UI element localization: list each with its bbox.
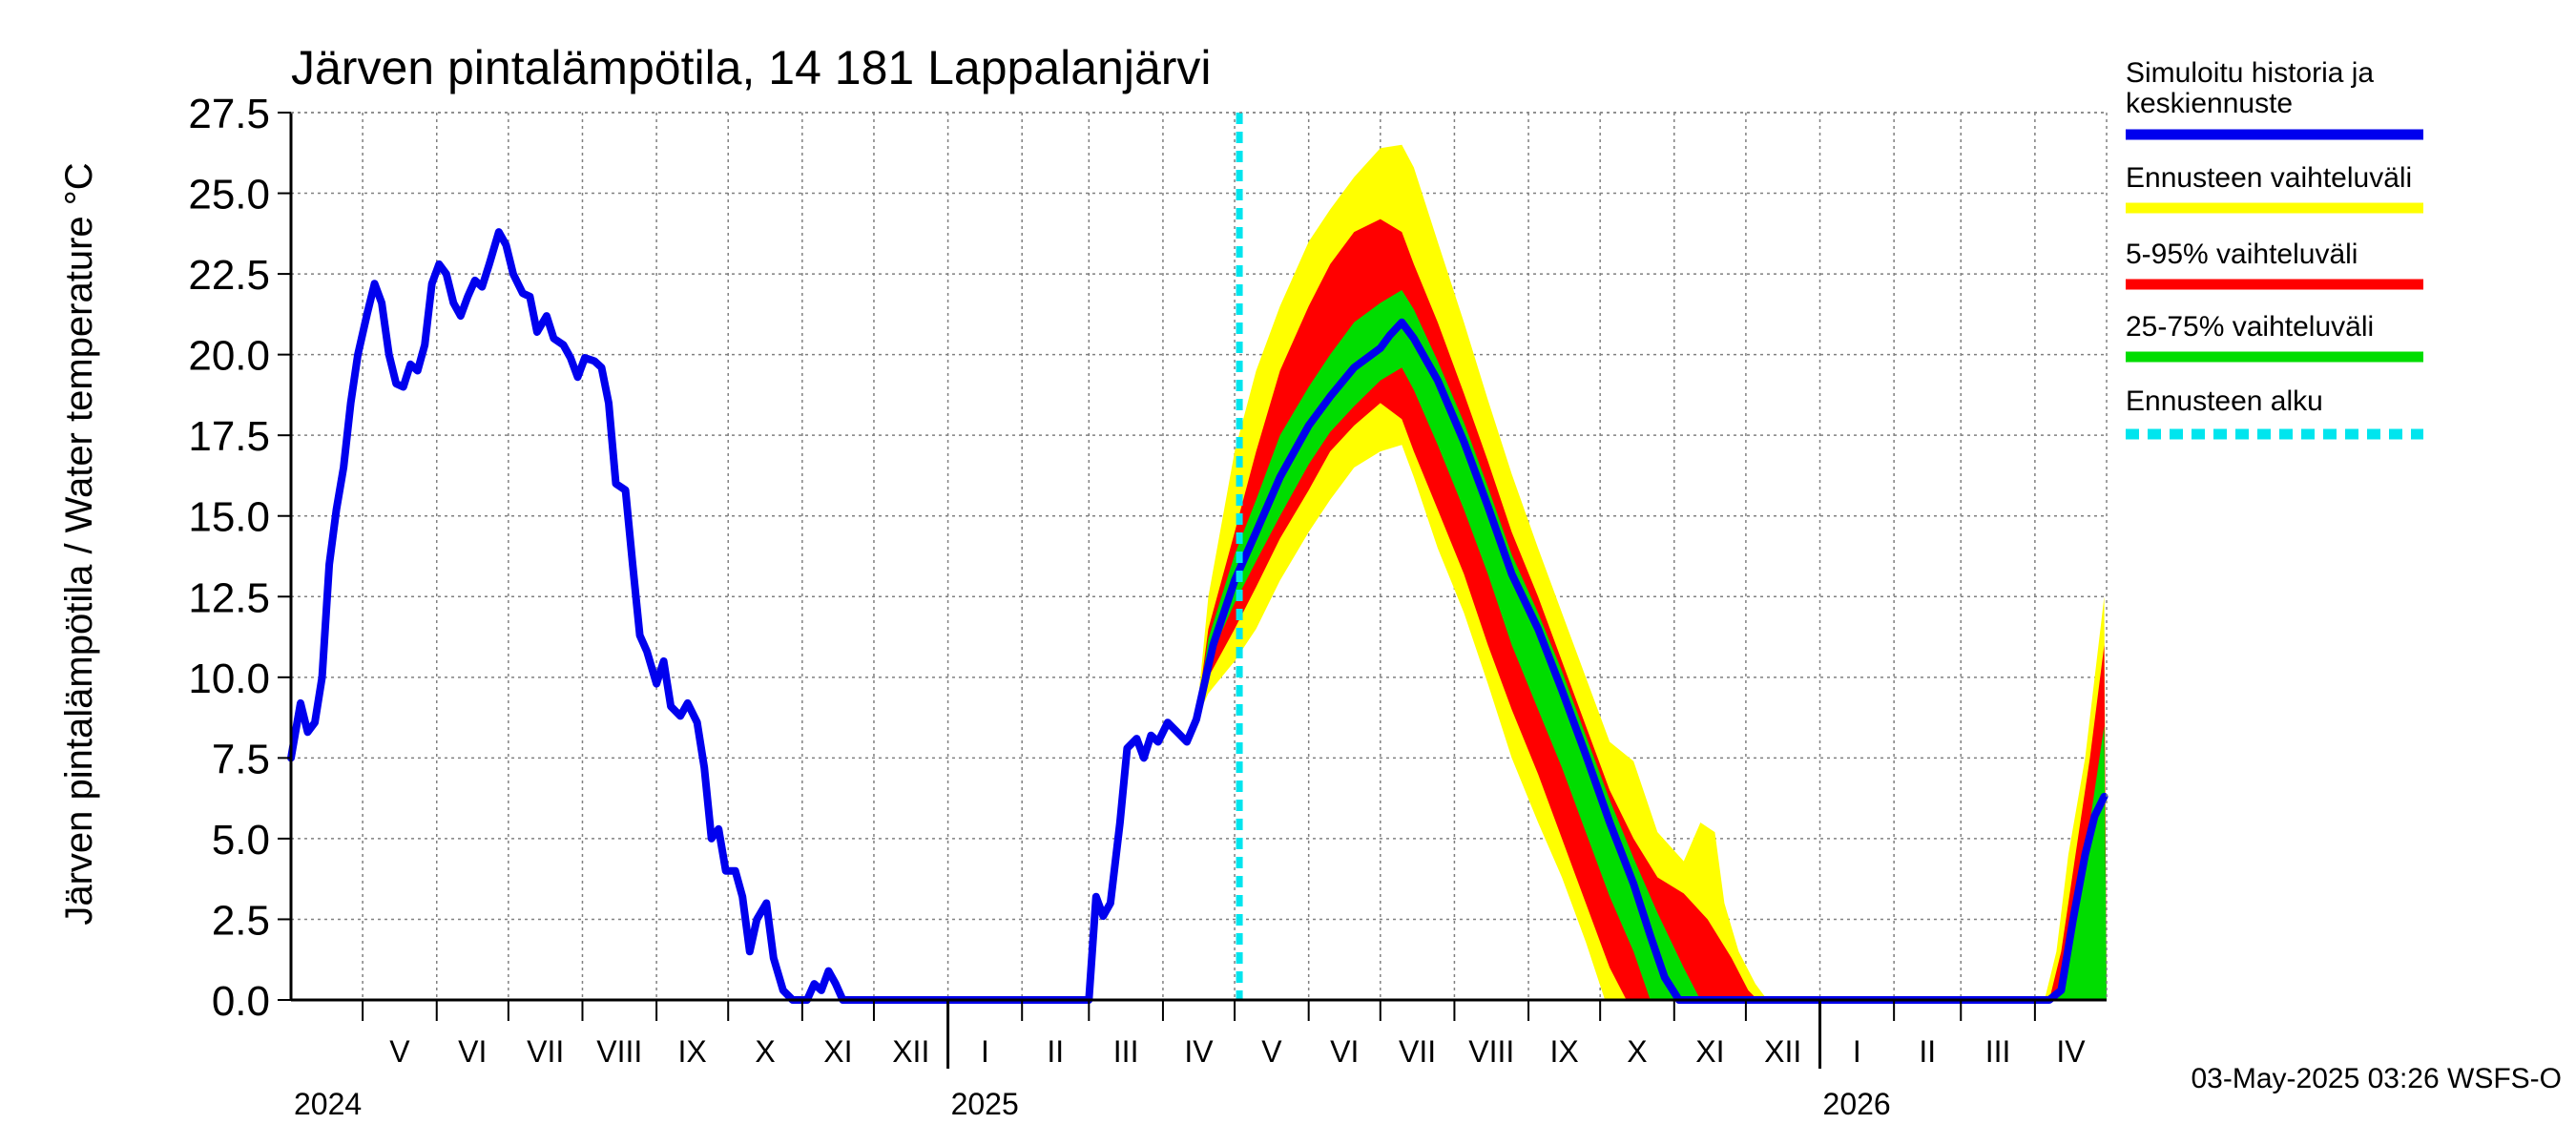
month-label: X xyxy=(755,1034,775,1069)
month-label: I xyxy=(981,1034,989,1069)
month-label: II xyxy=(1919,1034,1936,1069)
year-label: 2025 xyxy=(951,1087,1019,1121)
series-lines xyxy=(287,228,2109,1004)
legend-label: 25-75% vaihteluväli xyxy=(2126,311,2374,343)
y-tick-label: 15.0 xyxy=(188,494,270,541)
y-tick-label: 25.0 xyxy=(188,172,270,219)
month-label: IX xyxy=(1549,1034,1578,1069)
month-label: IV xyxy=(2056,1034,2086,1069)
month-label: VI xyxy=(1330,1034,1359,1069)
month-label: VIII xyxy=(1468,1034,1514,1069)
x-axis: V VI VII VIII IX X XI XII I II III IV V VI VII VIII IX X X… xyxy=(294,1000,2086,1121)
month-label: V xyxy=(389,1034,410,1069)
month-label: III xyxy=(1113,1034,1139,1069)
y-tick-label: 5.0 xyxy=(212,817,270,864)
footer-timestamp: 03-May-2025 03:26 WSFS-O xyxy=(2192,1063,2563,1094)
legend-label: keskiennuste xyxy=(2126,88,2293,119)
month-label: II xyxy=(1047,1034,1064,1069)
month-label: V xyxy=(1261,1034,1282,1069)
month-label: XI xyxy=(823,1034,852,1069)
month-label: VII xyxy=(1399,1034,1436,1069)
legend-label: Simuloitu historia ja xyxy=(2126,57,2374,89)
month-label: X xyxy=(1627,1034,1647,1069)
month-label: VII xyxy=(527,1034,564,1069)
month-label: IV xyxy=(1184,1034,1214,1069)
month-label: IX xyxy=(678,1034,707,1069)
chart-title: Järven pintalämpötila, 14 181 Lappalanjä… xyxy=(291,41,1212,94)
y-tick-label: 7.5 xyxy=(212,736,270,782)
year-label: 2026 xyxy=(1823,1087,1891,1121)
month-label: VI xyxy=(458,1034,487,1069)
month-label: I xyxy=(1853,1034,1861,1069)
history-forecast-line xyxy=(287,228,2109,1004)
band-5-95-vaihteluv-li xyxy=(1196,219,2107,1001)
y-tick-label: 20.0 xyxy=(188,333,270,380)
y-tick-label: 27.5 xyxy=(188,91,270,137)
plot-frame xyxy=(289,112,2108,1002)
y-tick-label: 10.0 xyxy=(188,656,270,702)
month-label: III xyxy=(1985,1034,2011,1069)
month-label: XII xyxy=(1764,1034,1801,1069)
month-label: XI xyxy=(1695,1034,1724,1069)
month-label: VIII xyxy=(596,1034,642,1069)
year-label: 2024 xyxy=(294,1087,362,1121)
y-tick-label: 22.5 xyxy=(188,252,270,299)
y-axis: 0.0 2.5 5.0 7.5 10.0 12.5 15.0 17.5 20.0 22.5 25.0… xyxy=(188,91,291,1025)
legend-label: 5-95% vaihteluväli xyxy=(2126,239,2358,270)
legend-label: Ennusteen alku xyxy=(2126,385,2323,417)
y-tick-label: 2.5 xyxy=(212,897,270,944)
y-tick-label: 12.5 xyxy=(188,574,270,621)
month-label: XII xyxy=(892,1034,929,1069)
y-tick-label: 17.5 xyxy=(188,413,270,460)
y-tick-label: 0.0 xyxy=(212,978,270,1025)
legend-label: Ennusteen vaihteluväli xyxy=(2126,162,2412,194)
y-axis-label: Järven pintalämpötila / Water temperatur… xyxy=(58,162,100,925)
